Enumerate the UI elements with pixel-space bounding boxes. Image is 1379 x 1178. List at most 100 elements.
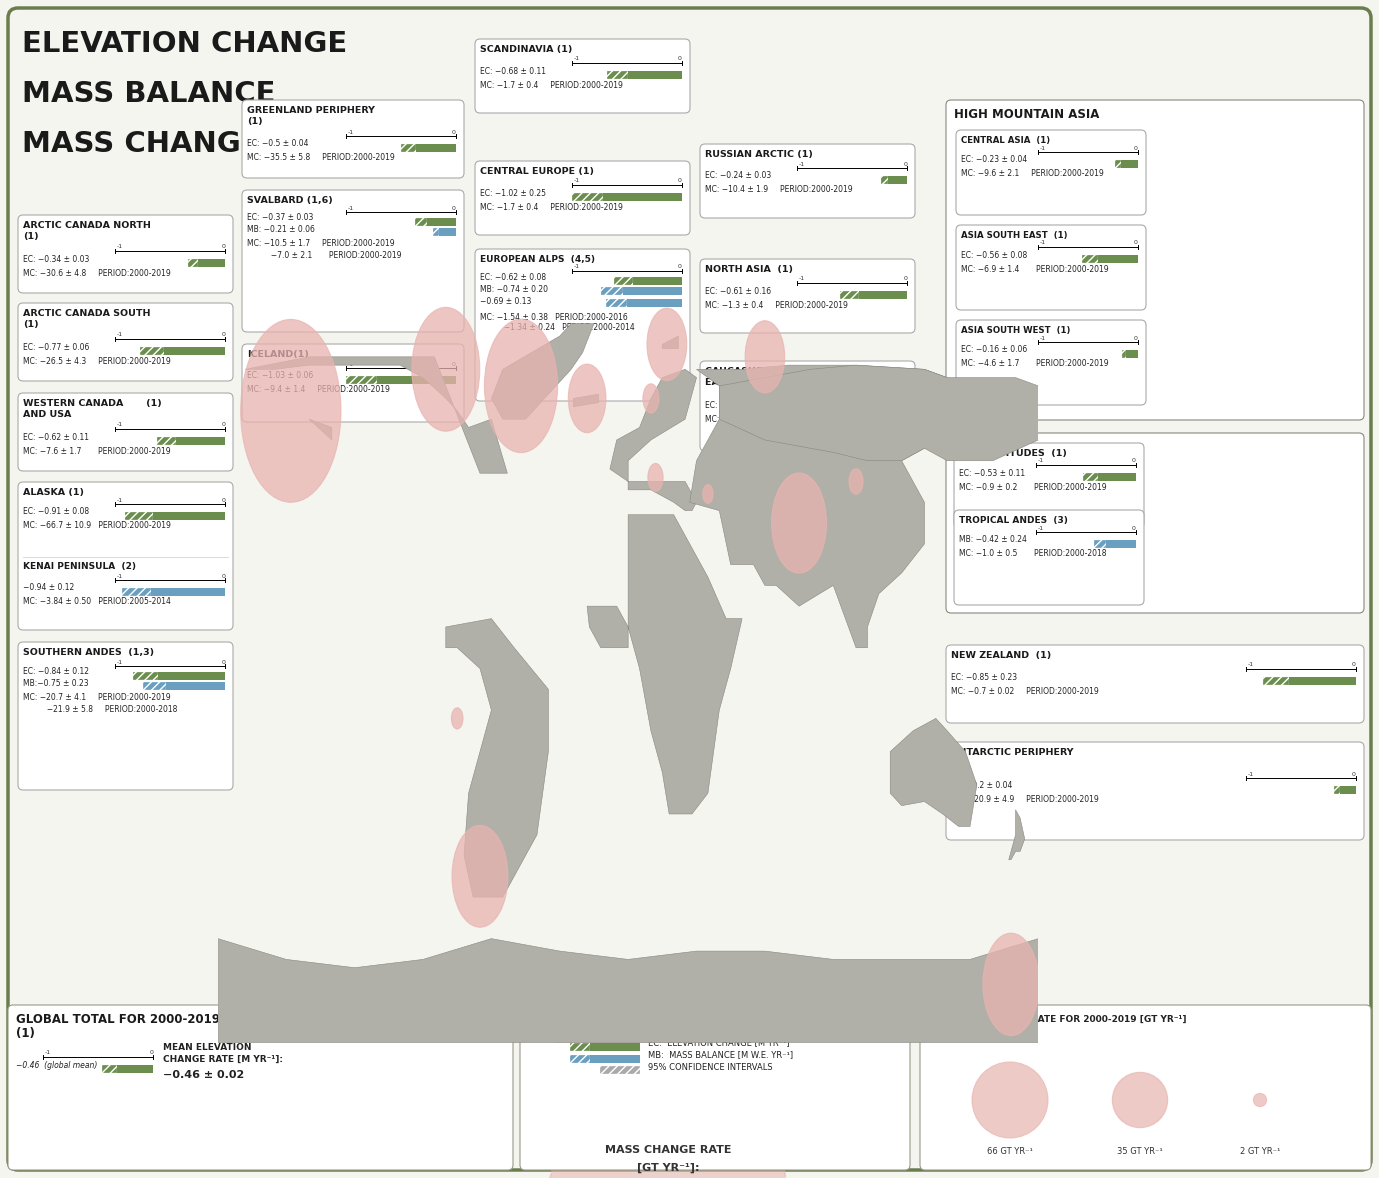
Text: MC: −10.5 ± 1.7     PERIOD:2000-2019: MC: −10.5 ± 1.7 PERIOD:2000-2019	[247, 239, 394, 249]
Circle shape	[547, 1080, 787, 1178]
Polygon shape	[574, 395, 598, 406]
Circle shape	[1254, 1093, 1267, 1106]
Bar	[1121, 160, 1138, 168]
Circle shape	[647, 309, 687, 380]
FancyBboxPatch shape	[18, 393, 233, 471]
Text: EAST (1): EAST (1)	[705, 378, 752, 388]
Bar	[837, 405, 856, 413]
Polygon shape	[445, 618, 549, 898]
FancyBboxPatch shape	[946, 100, 1364, 421]
Text: -1: -1	[117, 332, 123, 338]
Text: -1: -1	[117, 660, 123, 664]
Text: -1: -1	[798, 161, 805, 166]
Text: −7.0 ± 2.1       PERIOD:2000-2019: −7.0 ± 2.1 PERIOD:2000-2019	[247, 251, 401, 259]
Text: 0: 0	[1353, 662, 1356, 668]
Bar	[601, 287, 623, 294]
Bar	[570, 1043, 590, 1051]
Bar	[1098, 474, 1136, 481]
Text: -1: -1	[574, 57, 581, 61]
FancyBboxPatch shape	[946, 646, 1364, 723]
Text: MB:−0.75 ± 0.23: MB:−0.75 ± 0.23	[23, 680, 88, 688]
Text: 0: 0	[1134, 146, 1138, 151]
FancyBboxPatch shape	[946, 434, 1364, 613]
Text: 0: 0	[678, 265, 683, 270]
Text: 0: 0	[221, 660, 225, 664]
Text: 0: 0	[636, 1027, 640, 1033]
Bar	[1333, 786, 1340, 794]
Text: MB: −0.74 ± 0.20: MB: −0.74 ± 0.20	[480, 285, 547, 293]
Text: (1): (1)	[17, 1027, 34, 1040]
Bar	[856, 405, 907, 413]
Text: ELEVATION CHANGE: ELEVATION CHANGE	[22, 29, 348, 58]
Bar	[153, 512, 225, 519]
Text: −0.69 ± 0.13: −0.69 ± 0.13	[480, 297, 531, 305]
Text: EC: −0.24 ± 0.03: EC: −0.24 ± 0.03	[705, 172, 771, 180]
Text: 0: 0	[903, 277, 907, 282]
Text: MASS CHANGE: MASS CHANGE	[22, 130, 261, 158]
Text: 0: 0	[452, 362, 456, 366]
Text: -1: -1	[117, 497, 123, 503]
Text: [GT YR⁻¹]:: [GT YR⁻¹]:	[637, 1163, 699, 1173]
FancyBboxPatch shape	[18, 482, 233, 630]
Text: HIGH MOUNTAIN ASIA: HIGH MOUNTAIN ASIA	[954, 108, 1099, 121]
Text: NEW ZEALAND  (1): NEW ZEALAND (1)	[952, 651, 1051, 660]
FancyBboxPatch shape	[701, 259, 916, 333]
Bar	[440, 229, 456, 236]
Polygon shape	[491, 324, 594, 419]
Text: MC: −9.4 ± 1.4     PERIOD:2000-2019: MC: −9.4 ± 1.4 PERIOD:2000-2019	[247, 385, 390, 395]
Text: GREENLAND PERIPHERY: GREENLAND PERIPHERY	[247, 106, 375, 115]
FancyBboxPatch shape	[956, 320, 1146, 405]
Text: EC: −0.62 ± 0.08: EC: −0.62 ± 0.08	[480, 272, 546, 282]
Text: MC: −20.7 ± 4.1     PERIOD:2000-2019: MC: −20.7 ± 4.1 PERIOD:2000-2019	[23, 694, 171, 702]
Text: -1: -1	[1040, 336, 1047, 340]
Text: MC: −20.9 ± 4.9     PERIOD:2000-2019: MC: −20.9 ± 4.9 PERIOD:2000-2019	[952, 795, 1099, 805]
Bar	[1116, 160, 1121, 168]
Text: ASIA SOUTH WEST  (1): ASIA SOUTH WEST (1)	[961, 326, 1070, 335]
Text: -1: -1	[1040, 240, 1047, 245]
Bar	[623, 287, 683, 294]
Text: (1): (1)	[247, 117, 262, 126]
Text: EC: −0.56 ± 0.08: EC: −0.56 ± 0.08	[961, 251, 1027, 259]
Bar	[188, 259, 199, 267]
Text: 0: 0	[1134, 336, 1138, 340]
Bar	[840, 291, 859, 299]
Text: (1): (1)	[23, 320, 39, 329]
Polygon shape	[690, 365, 947, 648]
Text: CAUCASUS AND MIDDLE: CAUCASUS AND MIDDLE	[705, 368, 833, 376]
Bar	[627, 299, 683, 307]
Text: EC: −0.16 ± 0.06: EC: −0.16 ± 0.06	[961, 345, 1027, 355]
FancyBboxPatch shape	[954, 443, 1145, 528]
Text: MC: −7.6 ± 1.7       PERIOD:2000-2019: MC: −7.6 ± 1.7 PERIOD:2000-2019	[23, 446, 171, 456]
Bar	[125, 512, 153, 519]
Text: 95% CONFIDENCE INTERVALS: 95% CONFIDENCE INTERVALS	[648, 1063, 772, 1072]
Text: EC: −0.37 ± 0.03: EC: −0.37 ± 0.03	[247, 213, 313, 223]
Circle shape	[568, 364, 605, 432]
FancyBboxPatch shape	[956, 225, 1146, 310]
Text: ARCTIC CANADA SOUTH: ARCTIC CANADA SOUTH	[23, 309, 150, 318]
Text: EC: −0.34 ± 0.03: EC: −0.34 ± 0.03	[23, 254, 90, 264]
Bar	[415, 218, 426, 226]
Text: EC: −0.5 ± 0.04: EC: −0.5 ± 0.04	[247, 139, 309, 148]
Text: −0.46 ± 0.02: −0.46 ± 0.02	[163, 1070, 244, 1080]
Bar	[164, 348, 225, 355]
Bar	[570, 1055, 590, 1063]
Text: -1: -1	[1248, 772, 1254, 776]
Text: ALASKA (1): ALASKA (1)	[23, 488, 84, 497]
Text: 0: 0	[221, 423, 225, 428]
Text: MB: −0.42 ± 0.24: MB: −0.42 ± 0.24	[958, 536, 1027, 544]
Text: SOUTHERN ANDES  (1,3): SOUTHERN ANDES (1,3)	[23, 648, 154, 657]
Text: 0: 0	[149, 1051, 153, 1055]
Text: EUROPEAN ALPS  (4,5): EUROPEAN ALPS (4,5)	[480, 254, 594, 264]
Text: ARCTIC CANADA NORTH: ARCTIC CANADA NORTH	[23, 221, 150, 230]
Text: 0: 0	[452, 130, 456, 134]
Bar	[1340, 786, 1356, 794]
Text: −0.46  (global mean): −0.46 (global mean)	[17, 1060, 98, 1070]
FancyBboxPatch shape	[701, 360, 916, 451]
FancyBboxPatch shape	[954, 510, 1145, 605]
Text: EC: −1.02 ± 0.25: EC: −1.02 ± 0.25	[480, 188, 546, 198]
Polygon shape	[309, 419, 332, 439]
Text: CENTRAL ASIA  (1): CENTRAL ASIA (1)	[961, 135, 1051, 145]
Bar	[1098, 254, 1138, 263]
Circle shape	[484, 319, 557, 452]
Bar	[121, 588, 150, 596]
